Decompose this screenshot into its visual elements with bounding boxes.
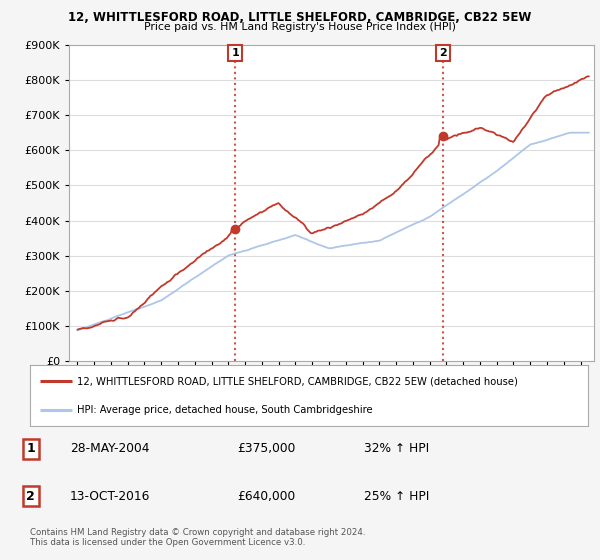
Text: 13-OCT-2016: 13-OCT-2016: [70, 490, 150, 503]
Text: 1: 1: [26, 442, 35, 455]
Text: HPI: Average price, detached house, South Cambridgeshire: HPI: Average price, detached house, Sout…: [77, 405, 373, 416]
Text: 28-MAY-2004: 28-MAY-2004: [70, 442, 149, 455]
Text: 12, WHITTLESFORD ROAD, LITTLE SHELFORD, CAMBRIDGE, CB22 5EW (detached house): 12, WHITTLESFORD ROAD, LITTLE SHELFORD, …: [77, 376, 518, 386]
Text: 25% ↑ HPI: 25% ↑ HPI: [364, 490, 429, 503]
Text: 32% ↑ HPI: 32% ↑ HPI: [364, 442, 429, 455]
Text: 2: 2: [439, 48, 447, 58]
Text: Price paid vs. HM Land Registry's House Price Index (HPI): Price paid vs. HM Land Registry's House …: [144, 22, 456, 32]
Text: 2: 2: [26, 490, 35, 503]
Text: £375,000: £375,000: [237, 442, 295, 455]
Text: 12, WHITTLESFORD ROAD, LITTLE SHELFORD, CAMBRIDGE, CB22 5EW: 12, WHITTLESFORD ROAD, LITTLE SHELFORD, …: [68, 11, 532, 24]
Text: 1: 1: [232, 48, 239, 58]
Text: Contains HM Land Registry data © Crown copyright and database right 2024.
This d: Contains HM Land Registry data © Crown c…: [30, 528, 365, 547]
Text: £640,000: £640,000: [237, 490, 295, 503]
